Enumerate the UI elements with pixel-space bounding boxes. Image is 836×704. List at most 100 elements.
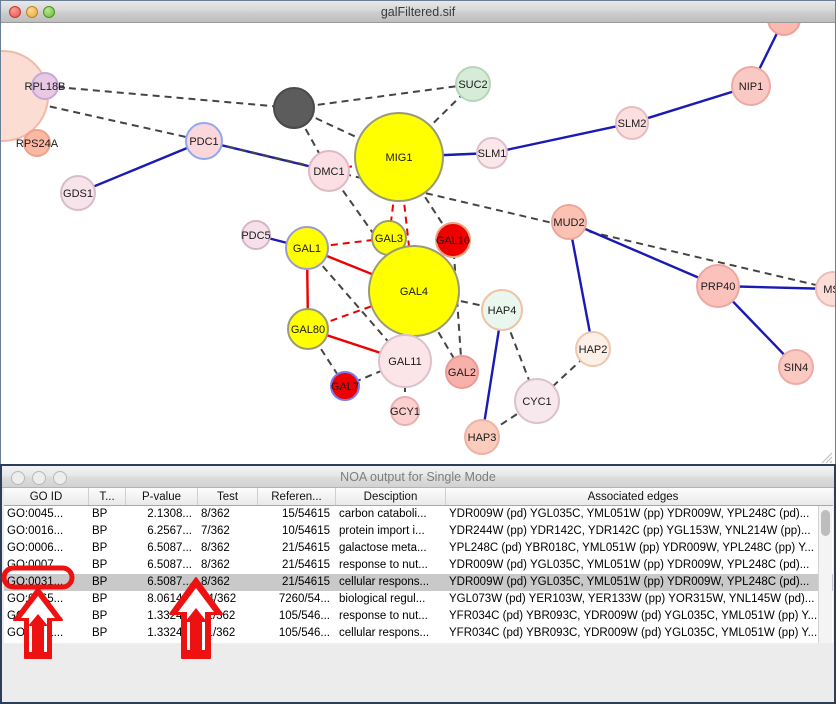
- edge[interactable]: [77, 139, 205, 195]
- node-circle[interactable]: [435, 222, 471, 258]
- column-header-t[interactable]: T...: [89, 488, 126, 505]
- network-node-rpl18b[interactable]: RPL18B: [25, 72, 66, 100]
- edge[interactable]: [491, 121, 633, 155]
- node-circle[interactable]: [551, 204, 587, 240]
- node-circle[interactable]: [23, 129, 51, 157]
- node-circle[interactable]: [330, 371, 360, 401]
- network-node-pdc5[interactable]: PDC5: [241, 220, 271, 250]
- edge[interactable]: [293, 83, 474, 109]
- node-circle[interactable]: [455, 66, 491, 102]
- network-node-gal3[interactable]: GAL3: [371, 220, 407, 256]
- network-node-gal80[interactable]: GAL80: [287, 308, 329, 350]
- node-circle[interactable]: [241, 220, 271, 250]
- network-node-sin4[interactable]: SIN4: [778, 349, 814, 385]
- minimize-button[interactable]: [26, 6, 38, 18]
- table-row[interactable]: GO:0031... BP 6.5087... 8/362 21/54615 cellul…: [4, 574, 833, 591]
- node-circle[interactable]: [273, 87, 315, 129]
- network-node-gal2[interactable]: GAL2: [445, 355, 479, 389]
- network-node-gds1[interactable]: GDS1: [60, 175, 96, 211]
- edge[interactable]: [567, 221, 595, 350]
- table-row[interactable]: GO:0016... BP 6.2567... 7/362 10/54615 protei…: [4, 523, 833, 540]
- node-circle[interactable]: [731, 66, 771, 106]
- node-circle[interactable]: [287, 308, 329, 350]
- network-canvas[interactable]: RPL18B RPS24A GDS1 PDC1 PDC5 DMC1 SUC2 MIG1 SLM1…: [1, 23, 835, 465]
- network-node-prp40[interactable]: PRP40: [696, 264, 740, 308]
- table-vertical-scrollbar[interactable]: [818, 506, 832, 643]
- network-node-hap2[interactable]: HAP2: [575, 331, 611, 367]
- column-header-p-value[interactable]: P-value: [126, 488, 198, 505]
- node-circle[interactable]: [308, 150, 350, 192]
- network-node-msi[interactable]: MSI: [815, 271, 835, 307]
- noa-minimize-button[interactable]: [32, 471, 46, 485]
- edge[interactable]: [44, 85, 295, 109]
- node-circle[interactable]: [481, 289, 523, 331]
- noa-window-controls[interactable]: [11, 471, 67, 485]
- node-circle[interactable]: [615, 106, 649, 140]
- network-node-mud2[interactable]: MUD2: [551, 204, 587, 240]
- column-header-test[interactable]: Test: [198, 488, 258, 505]
- edge[interactable]: [631, 84, 752, 125]
- network-node-gal7[interactable]: GAL7: [330, 371, 360, 401]
- node-circle[interactable]: [476, 137, 508, 169]
- node-circle[interactable]: [778, 349, 814, 385]
- results-table[interactable]: GO ID T... P-value Test Referen... Desciption…: [4, 488, 833, 644]
- network-node-dmc1[interactable]: DMC1: [308, 150, 350, 192]
- noa-titlebar[interactable]: NOA output for Single Mode: [2, 466, 834, 488]
- network-node-mig1[interactable]: MIG1: [354, 112, 444, 202]
- node-circle[interactable]: [815, 271, 835, 307]
- table-header-row[interactable]: GO ID T... P-value Test Referen... Desciption…: [4, 488, 833, 506]
- column-header-referen[interactable]: Referen...: [258, 488, 336, 505]
- table-row[interactable]: GO:0006... BP 6.5087... 8/362 21/54615 galact…: [4, 540, 833, 557]
- window-controls[interactable]: [9, 6, 55, 18]
- node-circle[interactable]: [445, 355, 479, 389]
- network-node-gal11[interactable]: GAL11: [378, 334, 432, 388]
- table-row[interactable]: GO:0065... BP 8.0614... 94/362 7260/54... bio…: [4, 591, 833, 608]
- noa-zoom-button[interactable]: [53, 471, 67, 485]
- node-circle[interactable]: [514, 378, 560, 424]
- network-node-topright[interactable]: [767, 23, 801, 36]
- node-circle[interactable]: [464, 419, 500, 455]
- network-node-gal10[interactable]: GAL10: [435, 222, 471, 258]
- table-row[interactable]: GO:0031... BP 1.3324... 11/362 105/546... cel…: [4, 625, 833, 642]
- network-node-cyc1[interactable]: CYC1: [514, 378, 560, 424]
- network-node-gcy1[interactable]: GCY1: [390, 396, 420, 426]
- network-node-hap3[interactable]: HAP3: [464, 419, 500, 455]
- network-node-slm1[interactable]: SLM1: [476, 137, 508, 169]
- edge[interactable]: [480, 309, 504, 438]
- scrollbar-thumb[interactable]: [821, 510, 830, 536]
- network-node-rps24a[interactable]: RPS24A: [16, 129, 59, 157]
- table-row[interactable]: GO:0045... BP 2.1308... 8/362 15/54615 carbon…: [4, 506, 833, 523]
- node-circle[interactable]: [378, 334, 432, 388]
- table-row[interactable]: GO:0031... BP 1.3324... 11/362 105/546... res…: [4, 608, 833, 625]
- node-circle[interactable]: [354, 112, 444, 202]
- network-node-gal1[interactable]: GAL1: [285, 226, 329, 270]
- edge[interactable]: [568, 220, 719, 288]
- network-node-pdc1[interactable]: PDC1: [185, 122, 223, 160]
- network-node-hap4[interactable]: HAP4: [481, 289, 523, 331]
- network-node-slm2[interactable]: SLM2: [615, 106, 649, 140]
- table-row[interactable]: GO:0007... BP 6.5087... 8/362 21/54615 respon…: [4, 557, 833, 574]
- node-circle[interactable]: [767, 23, 801, 36]
- node-circle[interactable]: [390, 396, 420, 426]
- noa-close-button[interactable]: [11, 471, 25, 485]
- network-node-nip1[interactable]: NIP1: [731, 66, 771, 106]
- network-graph[interactable]: RPL18B RPS24A GDS1 PDC1 PDC5 DMC1 SUC2 MIG1 SLM1…: [1, 23, 835, 465]
- column-header-desciption[interactable]: Desciption: [336, 488, 446, 505]
- node-circle[interactable]: [575, 331, 611, 367]
- resize-grip-icon[interactable]: [820, 451, 833, 464]
- node-circle[interactable]: [696, 264, 740, 308]
- column-header-associated-edges[interactable]: Associated edges: [587, 490, 679, 503]
- column-header-go-id[interactable]: GO ID: [4, 488, 89, 505]
- network-node-gal4[interactable]: GAL4: [368, 245, 460, 337]
- node-circle[interactable]: [31, 72, 59, 100]
- network-node-dark[interactable]: [273, 87, 315, 129]
- edge[interactable]: [452, 239, 463, 373]
- main-window-titlebar[interactable]: galFiltered.sif: [1, 1, 835, 23]
- table-body[interactable]: GO:0045... BP 2.1308... 8/362 15/54615 carbon…: [4, 506, 833, 643]
- network-node-suc2[interactable]: SUC2: [455, 66, 491, 102]
- close-button[interactable]: [9, 6, 21, 18]
- edge[interactable]: [2, 95, 205, 142]
- node-circle[interactable]: [60, 175, 96, 211]
- zoom-button[interactable]: [43, 6, 55, 18]
- node-circle[interactable]: [285, 226, 329, 270]
